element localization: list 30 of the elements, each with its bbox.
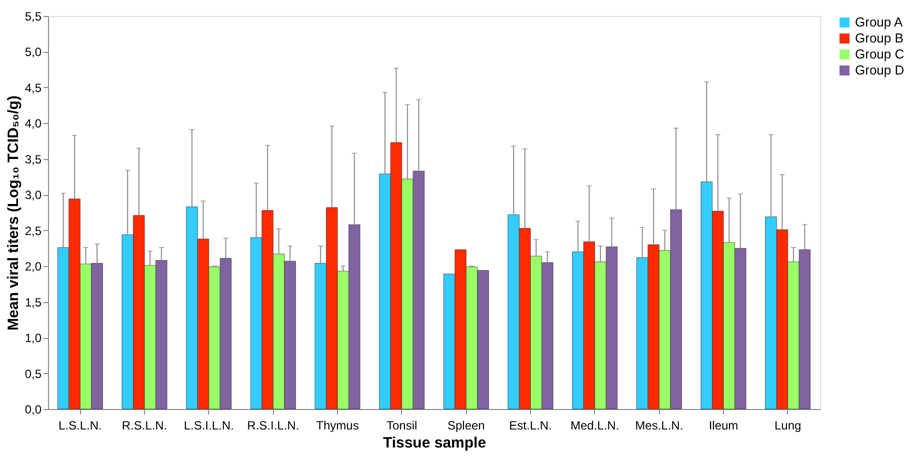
- legend-label: Group C: [855, 46, 904, 62]
- y-tick-label: 4,5: [24, 80, 42, 95]
- x-tick-label: R.S.I.L.N.: [247, 418, 300, 432]
- x-tick-label: L.S.L.N.: [58, 418, 102, 432]
- y-tick-label: 4,0: [24, 116, 42, 131]
- y-tick-label: 5,5: [24, 10, 42, 24]
- x-tick-label: Ileum: [708, 418, 738, 432]
- x-tick-label: Lung: [774, 418, 802, 432]
- x-axis-title: Tissue sample: [382, 434, 486, 452]
- y-tick-label: 2,0: [24, 260, 42, 274]
- y-tick-label: 0,5: [24, 366, 42, 381]
- x-tick-label: Med.L.N.: [570, 418, 620, 432]
- x-tick-label: R.S.L.N.: [122, 418, 168, 432]
- y-tick-label: 3,0: [24, 188, 42, 202]
- x-tick-label: Spleen: [447, 418, 485, 432]
- x-tick-label: Tonsil: [386, 418, 418, 432]
- y-tick-label: 3,5: [24, 152, 42, 166]
- x-tick-label: Est.L.N.: [509, 418, 552, 432]
- y-tick-label: 0,0: [24, 402, 42, 416]
- legend-label: Group A: [855, 14, 904, 30]
- x-tick-label: L.S.I.L.N.: [184, 418, 234, 432]
- y-axis-title: Mean viral titers (Log₁₀ TCID₅₀/g): [4, 96, 22, 330]
- y-tick-label: 2,5: [24, 224, 42, 238]
- y-tick-label: 1,0: [24, 331, 42, 346]
- y-tick-label: 1,5: [24, 295, 42, 310]
- y-tick-label: 5,0: [24, 45, 42, 60]
- x-tick-label: Thymus: [316, 418, 359, 432]
- legend-label: Group D: [855, 62, 904, 78]
- legend-label: Group B: [855, 30, 904, 46]
- x-tick-label: Mes.L.N.: [635, 418, 684, 432]
